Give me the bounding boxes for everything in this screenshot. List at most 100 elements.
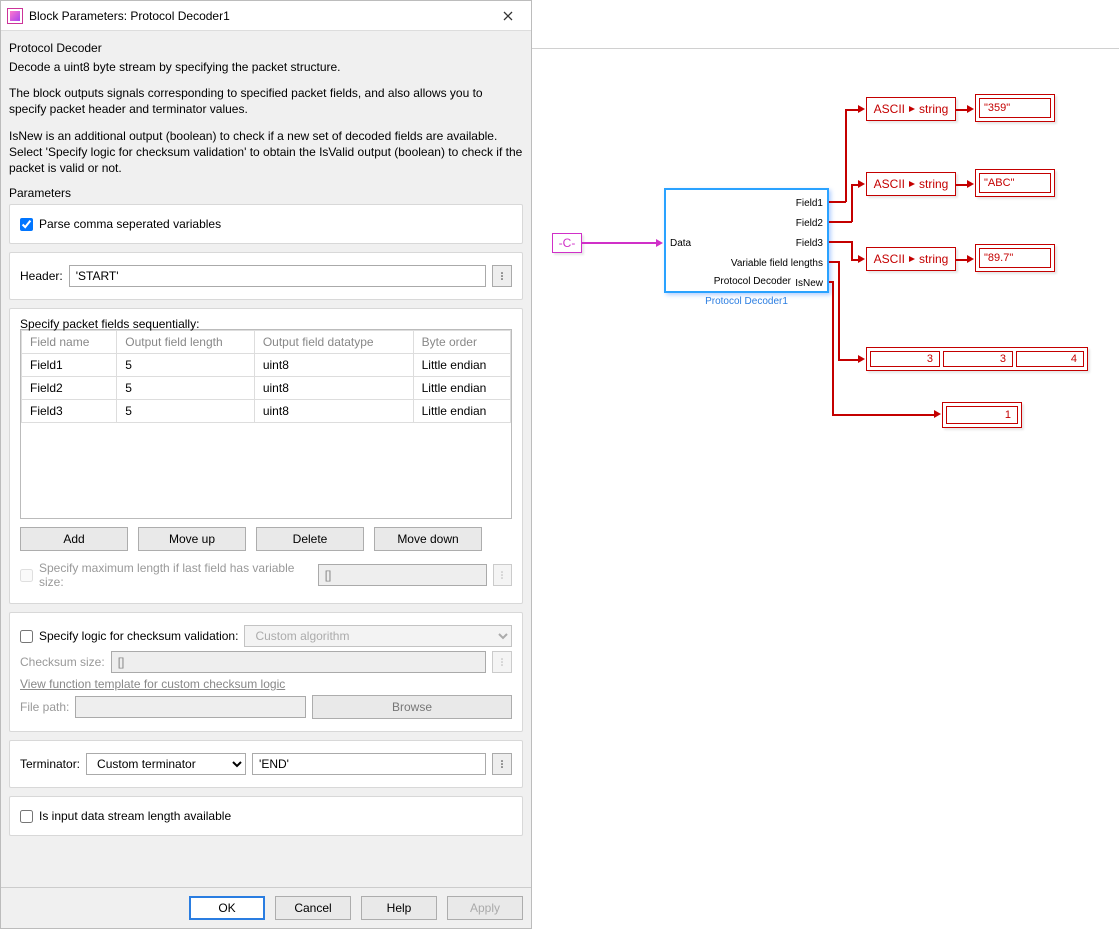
header-more-button[interactable] <box>492 265 512 287</box>
arrow-icon <box>858 255 865 263</box>
panel-fields: Specify packet fields sequentially: Fiel… <box>9 308 523 604</box>
ok-button[interactable]: OK <box>189 896 265 920</box>
panel-isinput: Is input data stream length available <box>9 796 523 836</box>
port-varlen: Variable field lengths <box>731 258 823 269</box>
close-button[interactable] <box>485 1 531 31</box>
maxlen-label: Specify maximum length if last field has… <box>39 561 312 589</box>
more-icon <box>497 759 507 769</box>
parse-csv-label: Parse comma seperated variables <box>39 217 221 231</box>
wire <box>851 184 853 222</box>
moveup-button[interactable]: Move up <box>138 527 246 551</box>
wire <box>832 281 834 415</box>
checksum-checkbox[interactable] <box>20 630 33 643</box>
arrow-icon <box>858 105 865 113</box>
arrow-icon <box>858 355 865 363</box>
display-3[interactable]: "89.7" <box>975 244 1055 272</box>
canvas-separator <box>532 48 1119 49</box>
display-2[interactable]: "ABC" <box>975 169 1055 197</box>
browse-button: Browse <box>312 695 512 719</box>
wire <box>829 241 852 243</box>
arrow-icon <box>858 180 865 188</box>
close-icon <box>503 11 513 21</box>
model-canvas[interactable]: -C- Data Field1 Field2 Field3 Variable f… <box>532 0 1119 929</box>
arrow-icon <box>656 239 663 247</box>
port-isnew: IsNew <box>795 278 823 289</box>
apply-button: Apply <box>447 896 523 920</box>
display-isnew[interactable]: 1 <box>942 402 1022 428</box>
dialog-footer: OK Cancel Help Apply <box>1 887 531 928</box>
panel-terminator: Terminator: Custom terminator <box>9 740 523 788</box>
col-byteorder: Byte order <box>413 331 510 354</box>
col-datatype: Output field datatype <box>254 331 413 354</box>
panel-checksum: Specify logic for checksum validation: C… <box>9 612 523 732</box>
fields-table-wrap: Field name Output field length Output fi… <box>20 329 512 519</box>
terminator-label: Terminator: <box>20 757 80 771</box>
decoder-bottom-text: Protocol Decoder <box>672 276 791 287</box>
terminator-value-input[interactable] <box>252 753 486 775</box>
dialog-title: Block Parameters: Protocol Decoder1 <box>29 9 485 23</box>
table-row[interactable]: Field1 5 uint8 Little endian <box>22 354 511 377</box>
port-field3: Field3 <box>796 238 823 249</box>
port-data: Data <box>670 238 691 249</box>
wire <box>838 261 840 360</box>
arrow-icon <box>967 180 974 188</box>
help-button[interactable]: Help <box>361 896 437 920</box>
isinput-checkbox[interactable] <box>20 810 33 823</box>
checksum-label: Specify logic for checksum validation: <box>39 629 238 643</box>
dialog-window: Block Parameters: Protocol Decoder1 Prot… <box>0 0 532 929</box>
add-button[interactable]: Add <box>20 527 128 551</box>
app-icon <box>7 8 23 24</box>
description-1: Decode a uint8 byte stream by specifying… <box>9 59 523 75</box>
ascii-to-string-1[interactable]: ASCIIstring <box>866 97 956 121</box>
fields-table[interactable]: Field name Output field length Output fi… <box>21 330 511 423</box>
isinput-label: Is input data stream length available <box>39 809 231 823</box>
filepath-label: File path: <box>20 700 69 714</box>
wire <box>832 414 936 416</box>
ascii-to-string-2[interactable]: ASCIIstring <box>866 172 956 196</box>
filepath-input <box>75 696 306 718</box>
parse-csv-row[interactable]: Parse comma seperated variables <box>20 217 512 231</box>
arrow-icon <box>967 105 974 113</box>
wire <box>829 221 852 223</box>
view-template-link: View function template for custom checks… <box>20 677 285 691</box>
more-icon <box>497 570 507 580</box>
cancel-button[interactable]: Cancel <box>275 896 351 920</box>
terminator-more-button[interactable] <box>492 753 512 775</box>
dialog-body: Protocol Decoder Decode a uint8 byte str… <box>1 31 531 887</box>
maxlen-checkbox <box>20 569 33 582</box>
constant-block[interactable]: -C- <box>552 233 582 253</box>
arrow-icon <box>934 410 941 418</box>
terminator-mode-select[interactable]: Custom terminator <box>86 753 246 775</box>
movedown-button[interactable]: Move down <box>374 527 482 551</box>
delete-button[interactable]: Delete <box>256 527 364 551</box>
display-varlen[interactable]: 3 3 4 <box>866 347 1088 371</box>
display-1[interactable]: "359" <box>975 94 1055 122</box>
more-icon <box>497 657 507 667</box>
block-name: Protocol Decoder <box>9 41 523 55</box>
wire <box>845 109 847 202</box>
wire <box>851 241 853 260</box>
col-fieldlen: Output field length <box>117 331 255 354</box>
checksum-algo-select: Custom algorithm <box>244 625 512 647</box>
port-field2: Field2 <box>796 218 823 229</box>
panel-header: Header: <box>9 252 523 300</box>
table-row[interactable]: Field2 5 uint8 Little endian <box>22 377 511 400</box>
header-input[interactable] <box>69 265 486 287</box>
header-label: Header: <box>20 269 63 283</box>
ascii-to-string-3[interactable]: ASCIIstring <box>866 247 956 271</box>
checksum-size-more-button <box>492 651 512 673</box>
decoder-name-label: Protocol Decoder1 <box>664 296 829 307</box>
parameters-label: Parameters <box>9 186 523 200</box>
table-button-row: Add Move up Delete Move down <box>20 527 512 551</box>
more-icon <box>497 271 507 281</box>
parse-csv-checkbox[interactable] <box>20 218 33 231</box>
isinput-row[interactable]: Is input data stream length available <box>20 809 512 823</box>
checksum-size-label: Checksum size: <box>20 655 105 669</box>
titlebar: Block Parameters: Protocol Decoder1 <box>1 1 531 31</box>
table-row[interactable]: Field3 5 uint8 Little endian <box>22 400 511 423</box>
maxlen-row: Specify maximum length if last field has… <box>20 561 512 589</box>
protocol-decoder-block[interactable]: Data Field1 Field2 Field3 Variable field… <box>664 188 829 293</box>
arrow-icon <box>967 255 974 263</box>
checksum-size-input <box>111 651 486 673</box>
maxlen-input <box>318 564 487 586</box>
